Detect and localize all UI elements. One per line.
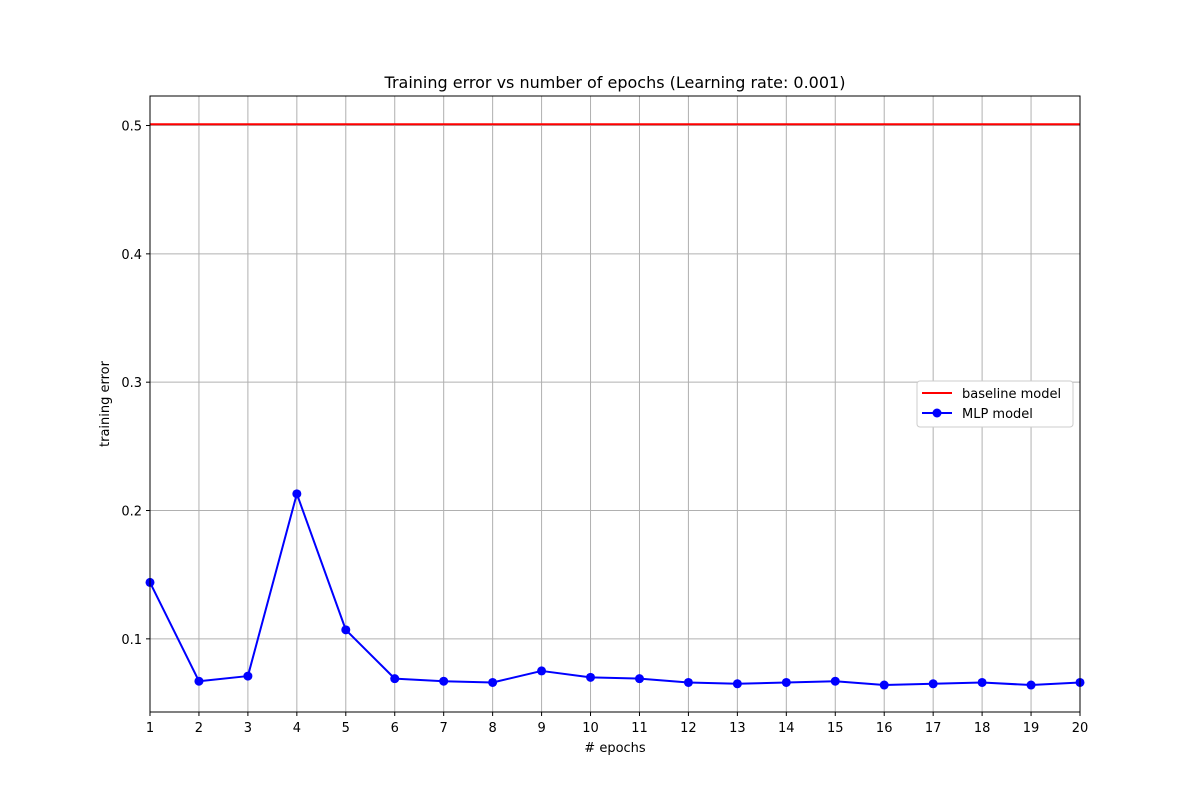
data-point-mlp-model — [879, 680, 889, 690]
y-tick-label: 0.4 — [121, 248, 142, 263]
data-point-mlp-model — [928, 679, 938, 689]
plot-frame — [149, 95, 1081, 713]
data-point-mlp-model — [341, 625, 351, 635]
data-point-mlp-model — [243, 671, 253, 681]
axis-ticks: 1 2 3 4 5 6 7 8 9 10 11 12 13 14 15 16 17 18 19 200.10.20.3… — [121, 120, 1088, 736]
series-layer — [145, 123, 1085, 690]
x-tick-label: 5 — [342, 721, 350, 736]
x-tick-label: 17 — [925, 721, 942, 736]
data-point-mlp-model — [977, 677, 987, 687]
y-tick-label: 0.3 — [121, 376, 142, 391]
data-point-mlp-model — [390, 674, 400, 684]
x-tick-label: 19 — [1023, 721, 1040, 736]
legend-label-baseline-model: baseline model — [962, 387, 1061, 402]
x-tick-label: 9 — [537, 721, 545, 736]
series-line-mlp-model — [149, 492, 1081, 687]
x-tick-label: 13 — [729, 721, 746, 736]
legend-marker-mlp-model — [932, 408, 942, 418]
x-tick-label: 14 — [778, 721, 795, 736]
x-tick-label: 20 — [1072, 721, 1089, 736]
data-point-mlp-model — [781, 677, 791, 687]
x-tick-label: 4 — [293, 721, 301, 736]
x-axis-label: # epochs — [584, 741, 646, 756]
x-tick-label: 16 — [876, 721, 893, 736]
data-point-mlp-model — [439, 676, 449, 686]
data-point-mlp-model — [683, 677, 693, 687]
x-tick-label: 3 — [244, 721, 252, 736]
data-point-mlp-model — [634, 674, 644, 684]
data-point-mlp-model — [488, 677, 498, 687]
x-tick-label: 11 — [631, 721, 648, 736]
x-tick-label: 2 — [195, 721, 203, 736]
x-tick-label: 18 — [974, 721, 991, 736]
x-tick-label: 6 — [391, 721, 399, 736]
data-point-mlp-model — [586, 672, 596, 682]
data-point-mlp-model — [732, 679, 742, 689]
data-point-mlp-model — [194, 676, 204, 686]
legend: baseline model MLP model — [916, 380, 1074, 428]
y-tick-label: 0.5 — [121, 120, 142, 135]
x-tick-label: 10 — [582, 721, 599, 736]
y-axis-label: training error — [98, 360, 113, 447]
chart-title: Training error vs number of epochs (Lear… — [384, 73, 846, 92]
y-tick-label: 0.1 — [121, 633, 142, 648]
y-tick-label: 0.2 — [121, 505, 142, 520]
data-point-mlp-model — [830, 676, 840, 686]
x-tick-label: 12 — [680, 721, 697, 736]
data-point-mlp-model — [292, 489, 302, 499]
x-tick-label: 15 — [827, 721, 844, 736]
x-tick-label: 1 — [146, 721, 154, 736]
data-point-mlp-model — [537, 666, 547, 676]
legend-box — [916, 380, 1074, 428]
data-point-mlp-model — [1026, 680, 1036, 690]
x-tick-label: 8 — [488, 721, 496, 736]
x-tick-label: 7 — [440, 721, 448, 736]
legend-label-mlp-model: MLP model — [962, 407, 1033, 422]
